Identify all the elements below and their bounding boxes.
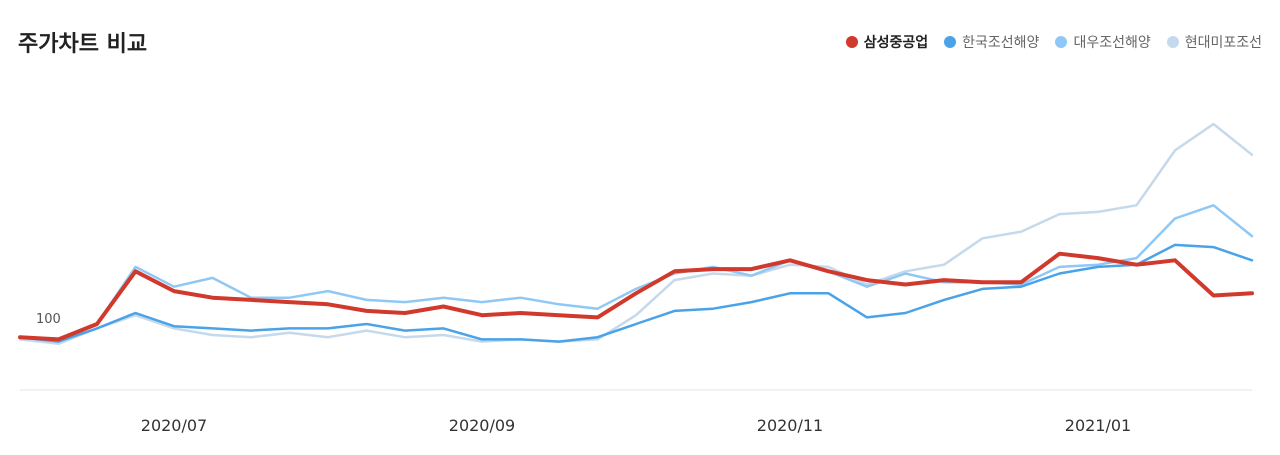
legend-swatch bbox=[1055, 36, 1068, 48]
series-line bbox=[18, 204, 1254, 341]
legend: 삼성중공업 한국조선해양 대우조선해양 현대미포조선 bbox=[845, 32, 1262, 52]
series-line bbox=[18, 243, 1254, 343]
x-tick-label: 2020/09 bbox=[449, 416, 515, 435]
legend-item[interactable]: 한국조선해양 bbox=[944, 32, 1039, 52]
legend-item[interactable]: 삼성중공업 bbox=[845, 32, 929, 52]
x-tick-label: 2020/11 bbox=[757, 416, 823, 435]
x-tick-label: 2020/07 bbox=[141, 416, 207, 435]
chart-title: 주가차트 비교 bbox=[18, 32, 148, 57]
legend-swatch bbox=[944, 36, 957, 48]
series-line bbox=[18, 251, 1254, 342]
legend-item[interactable]: 현대미포조선 bbox=[1166, 32, 1262, 52]
legend-label: 현대미포조선 bbox=[1184, 35, 1262, 51]
legend-swatch bbox=[845, 36, 858, 48]
legend-swatch bbox=[1166, 36, 1179, 48]
x-tick-label: 2021/01 bbox=[1065, 416, 1131, 435]
legend-label: 대우조선해양 bbox=[1073, 35, 1151, 51]
y-tick-label: 100 bbox=[36, 312, 61, 327]
legend-label: 삼성중공업 bbox=[863, 35, 929, 51]
legend-label: 한국조선해양 bbox=[962, 35, 1040, 51]
series-line bbox=[18, 122, 1254, 346]
legend-item[interactable]: 대우조선해양 bbox=[1055, 32, 1151, 52]
